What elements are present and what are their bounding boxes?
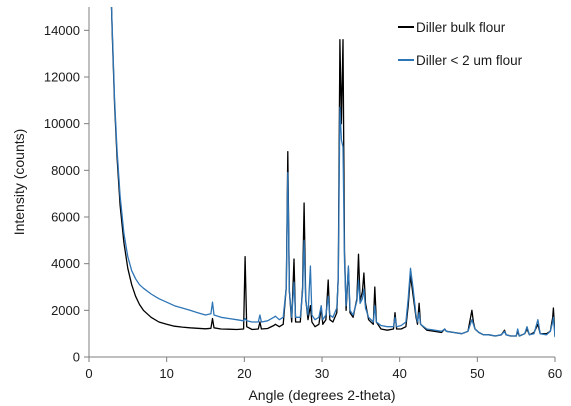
x-tick-label: 60 xyxy=(548,366,562,381)
legend-label-fine: Diller < 2 um flour xyxy=(416,53,523,68)
y-tick-label: 4000 xyxy=(51,256,80,271)
x-tick-label: 20 xyxy=(237,366,251,381)
legend-label-bulk: Diller bulk flour xyxy=(416,20,506,35)
series-line-fine xyxy=(110,7,555,338)
x-tick-label: 40 xyxy=(392,366,406,381)
series-layer xyxy=(110,7,555,338)
x-tick-label: 50 xyxy=(470,366,484,381)
ticks-layer: 0 10 20 30 40 50 60 0 2000 4000 6000 8000 10000 12000… xyxy=(44,23,562,381)
legend-item: Diller < 2 um flour xyxy=(398,53,523,68)
y-tick-label: 6000 xyxy=(51,210,80,225)
y-tick-label: 12000 xyxy=(44,70,80,85)
legend: Diller bulk flour Diller < 2 um flour xyxy=(398,20,523,68)
x-axis-title: Angle (degrees 2-theta) xyxy=(248,387,395,403)
x-tick-label: 0 xyxy=(85,366,92,381)
y-tick-label: 10000 xyxy=(44,116,80,131)
y-tick-label: 8000 xyxy=(51,163,80,178)
y-tick-label: 0 xyxy=(73,350,80,365)
y-axis-title: Intensity (counts) xyxy=(11,129,27,236)
y-tick-label: 2000 xyxy=(51,303,80,318)
x-tick-label: 30 xyxy=(315,366,329,381)
x-tick-label: 10 xyxy=(159,366,173,381)
legend-item: Diller bulk flour xyxy=(398,20,506,35)
y-tick-label: 14000 xyxy=(44,23,80,38)
